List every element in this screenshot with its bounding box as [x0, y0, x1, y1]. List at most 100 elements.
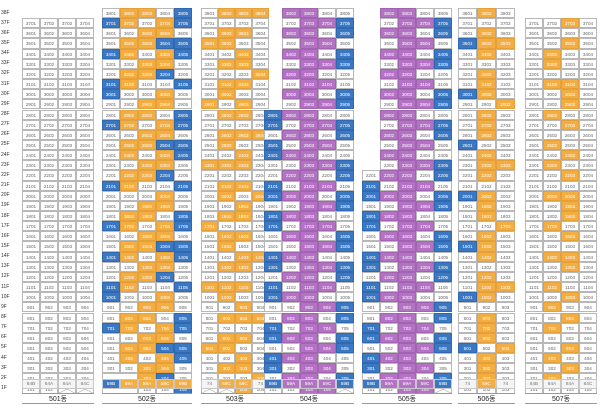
unit-cell[interactable]: 3104	[579, 79, 597, 90]
unit-cell[interactable]: 904	[76, 302, 94, 313]
unit-cell[interactable]: 2704	[416, 119, 434, 130]
unit-cell[interactable]: 1703	[300, 221, 318, 232]
unit-cell[interactable]: 3602	[218, 28, 235, 39]
unit-cell[interactable]: 1202	[218, 271, 235, 283]
unit-cell[interactable]: 2403	[58, 150, 76, 161]
unit-cell[interactable]: 805	[336, 312, 354, 323]
unit-cell[interactable]: 3602	[477, 28, 496, 39]
unit-cell[interactable]: 3103	[138, 79, 156, 90]
unit-cell[interactable]: 3203	[138, 68, 156, 80]
unit-cell[interactable]: 3003	[58, 89, 76, 100]
unit-cell[interactable]: 1103	[398, 282, 416, 293]
unit-cell[interactable]: 3004	[156, 89, 174, 100]
unit-cell[interactable]: 2103	[300, 180, 318, 191]
unit-cell[interactable]: 903	[561, 302, 579, 313]
unit-cell[interactable]: 1401	[525, 251, 543, 262]
unit-cell[interactable]: 2204	[318, 170, 336, 181]
unit-cell[interactable]: 404	[318, 353, 336, 364]
unit-cell[interactable]: 2303	[561, 160, 579, 171]
unit-cell[interactable]: 1405	[174, 251, 192, 262]
unit-cell[interactable]: 1701	[264, 221, 282, 232]
unit-cell[interactable]: 604	[156, 332, 174, 343]
unit-cell[interactable]: 1404	[318, 251, 336, 262]
unit-cell[interactable]: 502	[543, 342, 561, 354]
unit-cell[interactable]: 1704	[156, 221, 174, 232]
unit-cell[interactable]: 1504	[76, 241, 94, 252]
unit-cell[interactable]: 2901	[201, 99, 218, 110]
unit-cell[interactable]: 702	[282, 322, 300, 333]
unit-cell[interactable]: 3503	[398, 38, 416, 49]
unit-cell[interactable]: 402	[543, 353, 561, 364]
unit-cell[interactable]: 303	[300, 363, 318, 374]
unit-cell[interactable]: 1804	[156, 211, 174, 222]
unit-cell[interactable]: 1005	[174, 292, 192, 303]
unit-cell[interactable]: 3203	[300, 68, 318, 80]
unit-cell[interactable]: 2602	[477, 129, 496, 140]
unit-cell[interactable]: 1601	[458, 231, 477, 242]
unit-cell[interactable]: 2603	[561, 129, 579, 140]
unit-cell[interactable]: 3404	[156, 48, 174, 59]
unit-cell[interactable]: 2604	[579, 129, 597, 140]
unit-cell[interactable]: 3301	[458, 58, 477, 69]
unit-cell[interactable]: 2702	[543, 119, 561, 130]
unit-cell[interactable]: 904	[579, 302, 597, 313]
unit-cell[interactable]: 2102	[120, 180, 138, 191]
unit-cell[interactable]: 1302	[380, 261, 398, 272]
unit-cell[interactable]: 904	[416, 302, 434, 313]
unit-cell[interactable]: 3103	[398, 79, 416, 90]
unit-cell[interactable]: 1703	[58, 221, 76, 232]
unit-cell[interactable]: 3002	[218, 89, 235, 100]
unit-cell[interactable]: 1602	[477, 231, 496, 242]
unit-cell[interactable]: 2001	[525, 190, 543, 201]
unit-cell[interactable]: 1801	[525, 211, 543, 222]
unit-cell[interactable]: 2503	[300, 139, 318, 151]
unit-cell[interactable]: 3703	[496, 18, 515, 29]
unit-cell[interactable]: 1603	[561, 231, 579, 242]
unit-cell[interactable]: 1501	[362, 241, 380, 252]
unit-cell[interactable]: 1903	[398, 200, 416, 211]
unit-cell[interactable]: 1904	[156, 200, 174, 211]
unit-cell[interactable]: 3302	[120, 58, 138, 69]
unit-cell[interactable]: 605	[174, 332, 192, 343]
unit-cell[interactable]: 3502	[477, 38, 496, 49]
unit-cell[interactable]: 2401	[22, 150, 40, 161]
unit-cell[interactable]: 3701	[525, 18, 543, 29]
unit-cell[interactable]: 1603	[398, 231, 416, 242]
unit-cell[interactable]: 3701	[102, 18, 120, 29]
unit-cell[interactable]: 1102	[380, 282, 398, 293]
unit-cell[interactable]: 1903	[58, 200, 76, 211]
unit-cell[interactable]: 402	[380, 353, 398, 364]
unit-cell[interactable]: 2004	[318, 190, 336, 201]
unit-cell[interactable]: 2404	[579, 150, 597, 161]
unit-cell[interactable]: 2004	[416, 190, 434, 201]
unit-cell[interactable]: 2503	[235, 139, 252, 151]
unit-cell[interactable]: 1603	[58, 231, 76, 242]
unit-cell[interactable]: 601	[362, 332, 380, 343]
unit-cell[interactable]: 1802	[120, 211, 138, 222]
unit-cell[interactable]: 505	[174, 342, 192, 354]
unit-cell[interactable]: 2503	[496, 139, 515, 151]
unit-cell[interactable]: 3302	[543, 58, 561, 69]
unit-cell[interactable]: 2501	[525, 139, 543, 151]
unit-cell[interactable]: 1904	[579, 200, 597, 211]
unit-cell[interactable]: 903	[58, 302, 76, 313]
unit-cell[interactable]: 2402	[120, 150, 138, 161]
unit-cell[interactable]: 2801	[201, 109, 218, 120]
unit-cell[interactable]: 1103	[496, 282, 515, 293]
unit-cell[interactable]: 1503	[138, 241, 156, 252]
unit-cell[interactable]: 3003	[300, 89, 318, 100]
unit-cell[interactable]: 3404	[416, 48, 434, 59]
unit-cell[interactable]: 1102	[40, 282, 58, 293]
unit-cell[interactable]: 3503	[496, 38, 515, 49]
unit-cell[interactable]: 1103	[561, 282, 579, 293]
unit-cell[interactable]: 1501	[102, 241, 120, 252]
unit-cell[interactable]: 3505	[174, 38, 192, 49]
unit-cell[interactable]: 3205	[434, 68, 452, 80]
unit-cell[interactable]: 503	[561, 342, 579, 354]
unit-cell[interactable]: 2105	[434, 180, 452, 191]
unit-cell[interactable]: 403	[561, 353, 579, 364]
unit-cell[interactable]: 1905	[336, 200, 354, 211]
unit-cell[interactable]: 1102	[120, 282, 138, 293]
unit-cell[interactable]: 3002	[40, 89, 58, 100]
unit-cell[interactable]: 3301	[201, 58, 218, 69]
